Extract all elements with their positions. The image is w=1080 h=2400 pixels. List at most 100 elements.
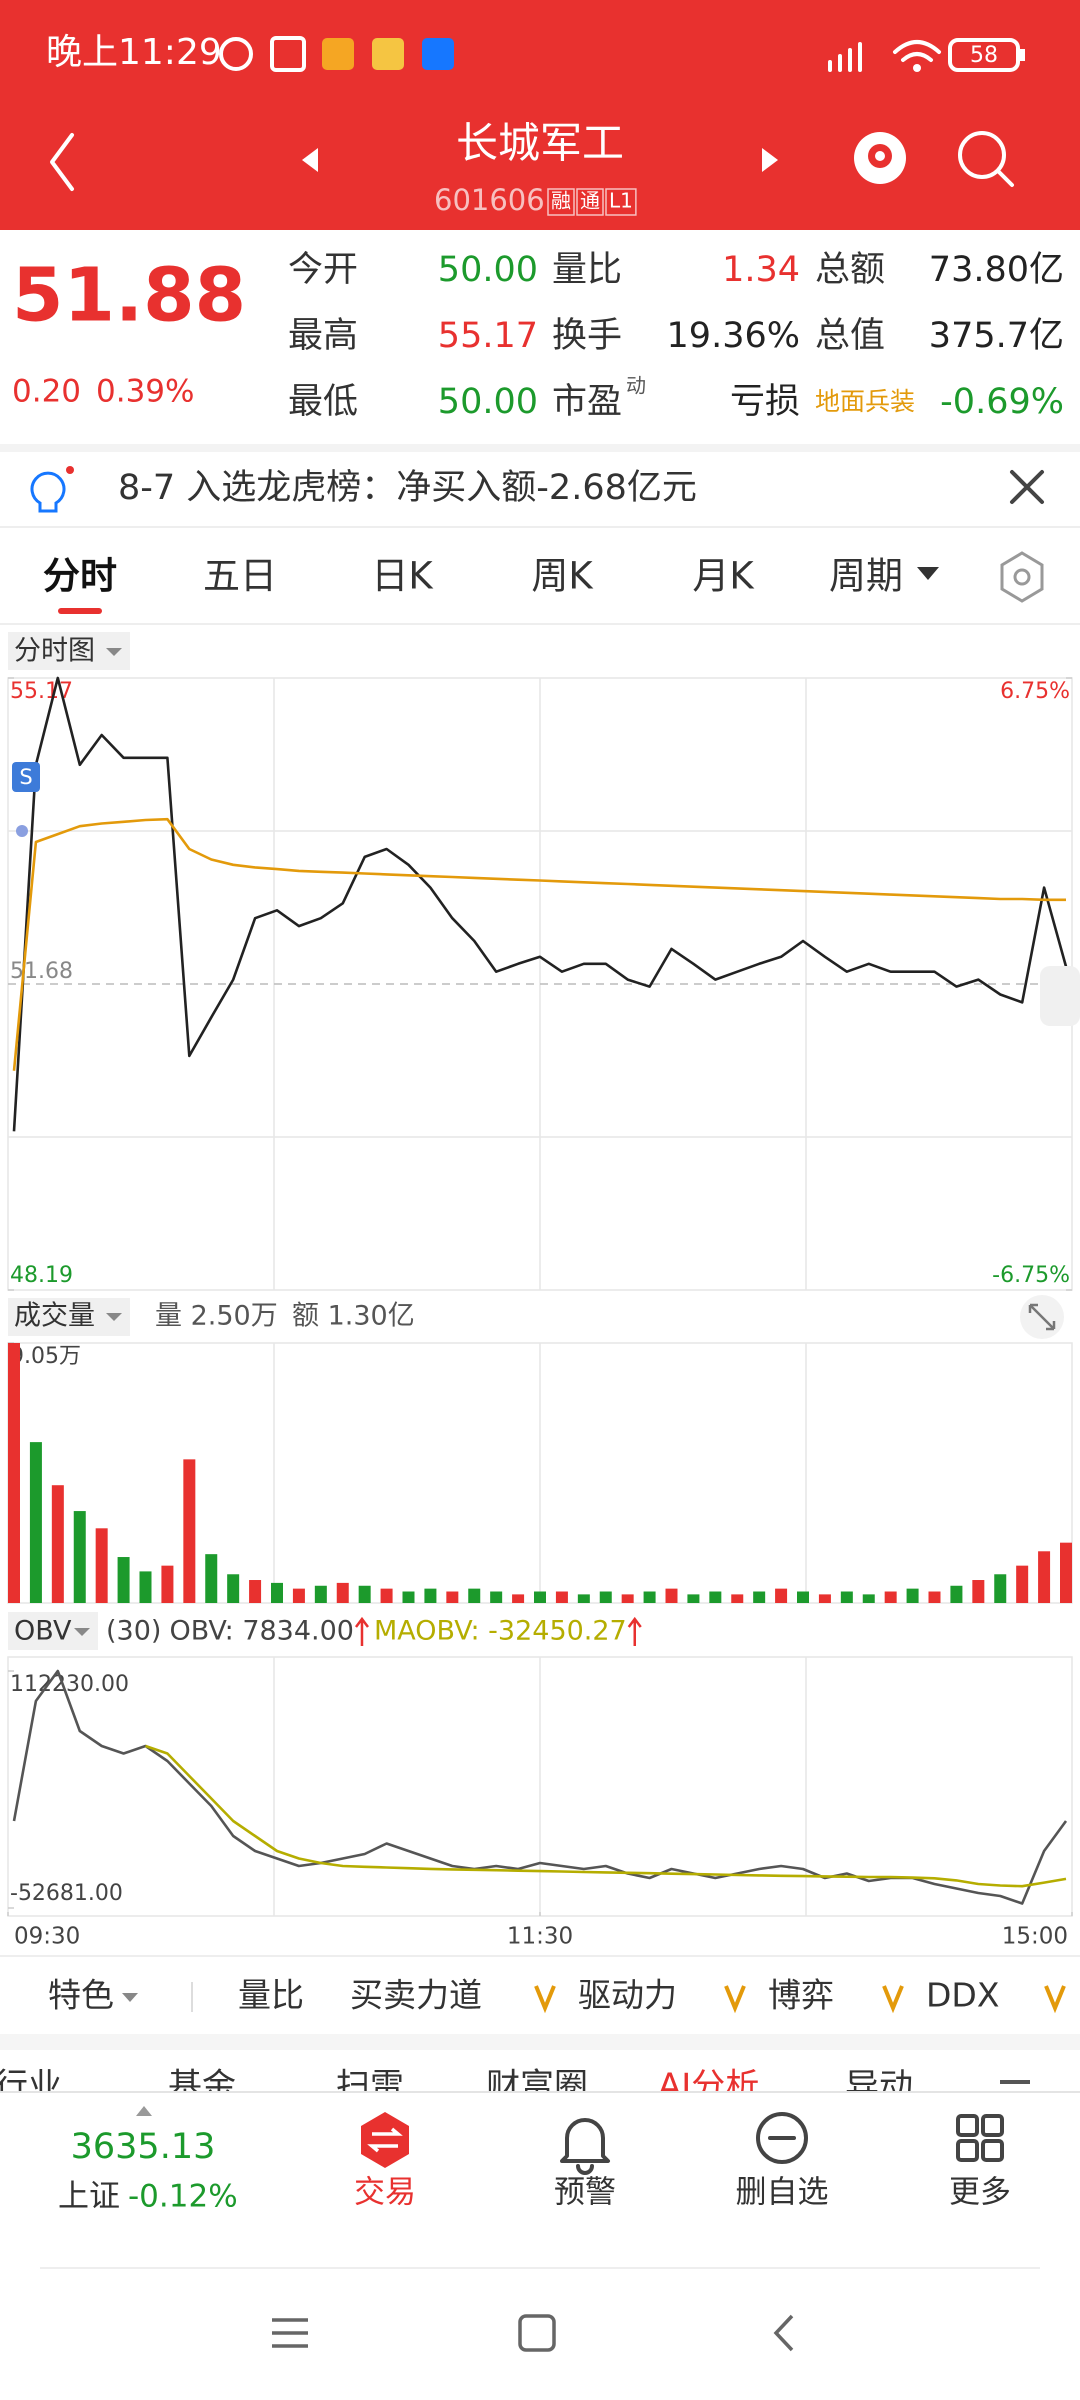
volume-bar bbox=[227, 1574, 240, 1603]
index-name: 上证 bbox=[58, 2179, 120, 2215]
indicator-tab[interactable]: 买卖力道 bbox=[350, 1976, 482, 2015]
quote-label: 总额 bbox=[815, 250, 885, 290]
tab-indicator bbox=[58, 608, 102, 614]
volume-label[interactable]: 成交量 bbox=[14, 1301, 95, 1332]
sub-tab[interactable]: AI分析 bbox=[658, 2067, 759, 2107]
sub-tab[interactable]: 异动 bbox=[845, 2067, 913, 2107]
indicator-tab[interactable]: 博弈 bbox=[768, 1976, 834, 2015]
signal-marker-bg bbox=[12, 762, 40, 792]
v-icon bbox=[882, 1985, 904, 2014]
volume-bar bbox=[29, 1442, 42, 1603]
nav-item[interactable]: 交易 bbox=[354, 2175, 416, 2211]
price-change: 0.20 bbox=[12, 374, 81, 410]
volume-bar bbox=[139, 1571, 152, 1603]
volume-bar bbox=[249, 1580, 262, 1603]
home-key[interactable] bbox=[518, 2314, 556, 2352]
sub-tab[interactable]: 基金 bbox=[168, 2067, 236, 2107]
volume-bar bbox=[643, 1591, 656, 1603]
volume-bar bbox=[599, 1591, 612, 1603]
header-bg bbox=[0, 0, 1080, 230]
quote-label: 量比 bbox=[552, 250, 622, 290]
chart-label[interactable]: 分时图 bbox=[14, 636, 95, 667]
volume-bar bbox=[775, 1588, 788, 1603]
indicator-tabs: 特色 量比 买卖力道 驱动力 博弈 DDX bbox=[48, 1976, 1066, 2015]
expand-button[interactable] bbox=[1020, 1295, 1064, 1339]
badge-box bbox=[547, 188, 575, 216]
volume-bar bbox=[161, 1565, 174, 1603]
amount-value: 额 1.30亿 bbox=[292, 1301, 415, 1332]
volume-bar bbox=[292, 1588, 305, 1603]
y-tick-label: 51.68 bbox=[10, 959, 73, 984]
volume-bar bbox=[424, 1588, 437, 1603]
nav-item[interactable]: 预警 bbox=[554, 2175, 616, 2211]
nav-item[interactable]: 更多 bbox=[949, 2175, 1011, 2211]
side-handle[interactable] bbox=[1040, 966, 1080, 1026]
back-button[interactable] bbox=[50, 133, 74, 191]
dropdown-arrow bbox=[106, 648, 122, 656]
tab[interactable]: 周K bbox=[531, 555, 594, 598]
quote-label: 最低 bbox=[288, 382, 358, 422]
y-tick-label: -52681.00 bbox=[10, 1881, 123, 1906]
volume-bar bbox=[621, 1594, 634, 1603]
quote-value: 73.80亿 bbox=[929, 250, 1064, 290]
indicator-tab[interactable]: DDX bbox=[926, 1976, 999, 2015]
sub-tab[interactable]: 行业 bbox=[0, 2067, 62, 2107]
chart-label-bg bbox=[8, 1298, 130, 1336]
menu-key[interactable] bbox=[272, 2318, 308, 2348]
tabs: 分时 五日 日K 周K 月K 周期 bbox=[43, 555, 903, 598]
tab[interactable]: 日K bbox=[371, 555, 434, 598]
volume-bar bbox=[402, 1591, 415, 1603]
nav-item[interactable]: 删自选 bbox=[736, 2175, 829, 2211]
tab[interactable]: 周期 bbox=[829, 555, 903, 598]
notice-text[interactable]: 8-7 入选龙虎榜：净买入额-2.68亿元 bbox=[118, 468, 697, 508]
volume-bar bbox=[950, 1585, 963, 1603]
quote-value: 55.17 bbox=[438, 316, 538, 356]
tab[interactable]: 分时 bbox=[43, 555, 117, 598]
volume-frame bbox=[7, 1342, 1073, 1604]
volume-bar bbox=[906, 1588, 919, 1603]
next-stock[interactable] bbox=[762, 148, 778, 172]
volume-bar bbox=[862, 1594, 875, 1603]
volume-bar bbox=[468, 1588, 481, 1603]
tab[interactable]: 月K bbox=[692, 555, 755, 598]
y-tick-label: 9.05万 bbox=[10, 1344, 81, 1369]
volume-bar bbox=[555, 1591, 568, 1603]
notice-close[interactable] bbox=[1010, 470, 1044, 504]
quote-label: 市盈 bbox=[552, 382, 622, 422]
nav-icons bbox=[361, 2112, 1004, 2175]
divider bbox=[0, 2034, 1080, 2050]
settings-button[interactable] bbox=[1000, 551, 1044, 603]
volume-bar bbox=[490, 1591, 503, 1603]
volume-bar bbox=[512, 1594, 525, 1603]
volume-bar bbox=[271, 1582, 283, 1603]
trend-arrow bbox=[354, 1616, 369, 1646]
sub-tab[interactable]: 扫雷 bbox=[336, 2067, 404, 2107]
tab[interactable]: 五日 bbox=[203, 555, 277, 598]
indicator-tab[interactable]: 驱动力 bbox=[578, 1976, 677, 2015]
volume-bar bbox=[709, 1591, 722, 1603]
series-line bbox=[12, 817, 1066, 1071]
quote-value: 1.34 bbox=[722, 250, 800, 290]
quote-label: 最高 bbox=[288, 316, 358, 356]
sub-tab[interactable]: 财富圈 bbox=[486, 2067, 588, 2107]
index-value[interactable]: 3635.13 bbox=[71, 2127, 216, 2167]
dropdown-arrow bbox=[106, 1313, 122, 1321]
prev-stock[interactable] bbox=[302, 148, 318, 172]
mascot-button[interactable] bbox=[854, 132, 906, 184]
v-icon bbox=[724, 1985, 746, 2014]
period-dropdown[interactable] bbox=[917, 567, 939, 580]
indicator-tab[interactable]: 量比 bbox=[238, 1976, 304, 2015]
trend-arrow bbox=[627, 1616, 642, 1646]
indicator-tab[interactable]: 特色 bbox=[48, 1976, 114, 2015]
volume-bar bbox=[577, 1594, 590, 1603]
settings-icon bbox=[1013, 568, 1031, 586]
volume-bar bbox=[972, 1580, 985, 1603]
obv-label[interactable]: OBV bbox=[14, 1616, 72, 1647]
search-button[interactable] bbox=[958, 131, 1014, 187]
back-key[interactable] bbox=[773, 2314, 794, 2352]
obv-value: OBV: 7834.00 bbox=[169, 1616, 354, 1647]
collapse-arrow[interactable] bbox=[136, 2106, 152, 2116]
